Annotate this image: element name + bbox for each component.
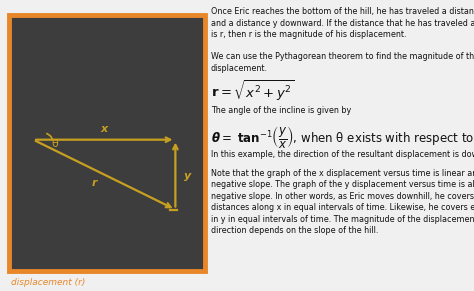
Text: We can use the Pythagorean theorem to find the magnitude of the
displacement.: We can use the Pythagorean theorem to fi…	[211, 52, 474, 73]
Text: displacement (r): displacement (r)	[11, 278, 85, 287]
Text: r: r	[92, 178, 98, 188]
Text: Once Eric reaches the bottom of the hill, he has traveled a distance x forward
a: Once Eric reaches the bottom of the hill…	[211, 7, 474, 39]
Text: $\mathbf{r} = \sqrt{x^2 + y^2}$: $\mathbf{r} = \sqrt{x^2 + y^2}$	[211, 79, 295, 103]
Text: y: y	[183, 171, 191, 181]
Text: In this example, the direction of the resultant displacement is downward.: In this example, the direction of the re…	[211, 150, 474, 159]
Text: The angle of the incline is given by: The angle of the incline is given by	[211, 106, 351, 115]
Text: Note that the graph of the x displacement versus time is linear and has a
negati: Note that the graph of the x displacemen…	[211, 169, 474, 235]
Text: θ: θ	[51, 139, 58, 149]
Text: x: x	[100, 125, 108, 134]
FancyBboxPatch shape	[9, 15, 205, 271]
Text: $\boldsymbol{\theta} = \ \mathbf{tan}^{-1}\left(\dfrac{y}{x}\right)$, when θ exi: $\boldsymbol{\theta} = \ \mathbf{tan}^{-…	[211, 125, 474, 151]
